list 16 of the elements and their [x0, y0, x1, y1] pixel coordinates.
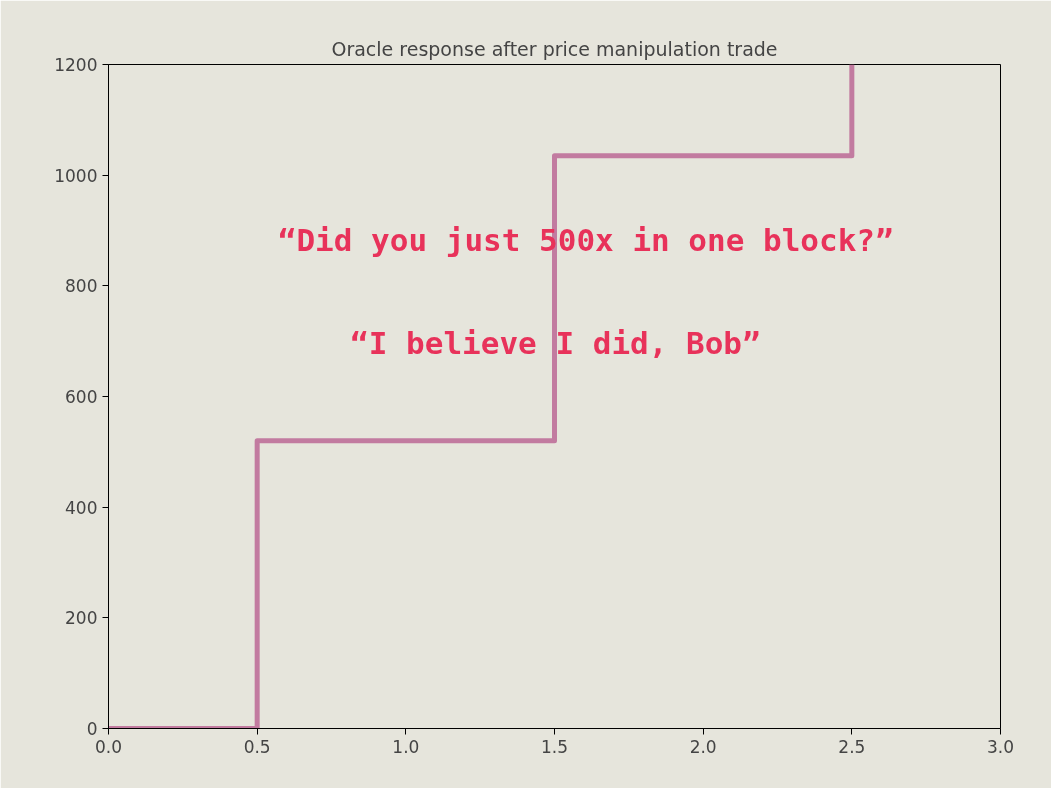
y-tick-label: 200: [65, 608, 98, 629]
x-tick-label: 2.5: [838, 736, 866, 757]
chart-title: Oracle response after price manipulation trade: [331, 37, 778, 60]
x-tick-label: 1.5: [540, 736, 569, 757]
x-tick-label: 2.0: [689, 736, 717, 757]
y-tick-label: 800: [65, 276, 98, 297]
x-tick-label: 1.0: [392, 736, 420, 757]
x-tick-label: 3.0: [986, 736, 1015, 757]
x-tick-label: 0.0: [94, 736, 123, 757]
y-tick-label: 1000: [54, 165, 98, 186]
y-tick-label: 600: [65, 387, 98, 407]
y-tick-label: 0: [86, 719, 98, 739]
y-tick-label: 400: [65, 497, 98, 518]
x-tick-label: 0.5: [243, 736, 271, 757]
annotation: “I believe I did, Bob”: [350, 325, 761, 362]
y-tick-label: 1200: [54, 55, 98, 75]
